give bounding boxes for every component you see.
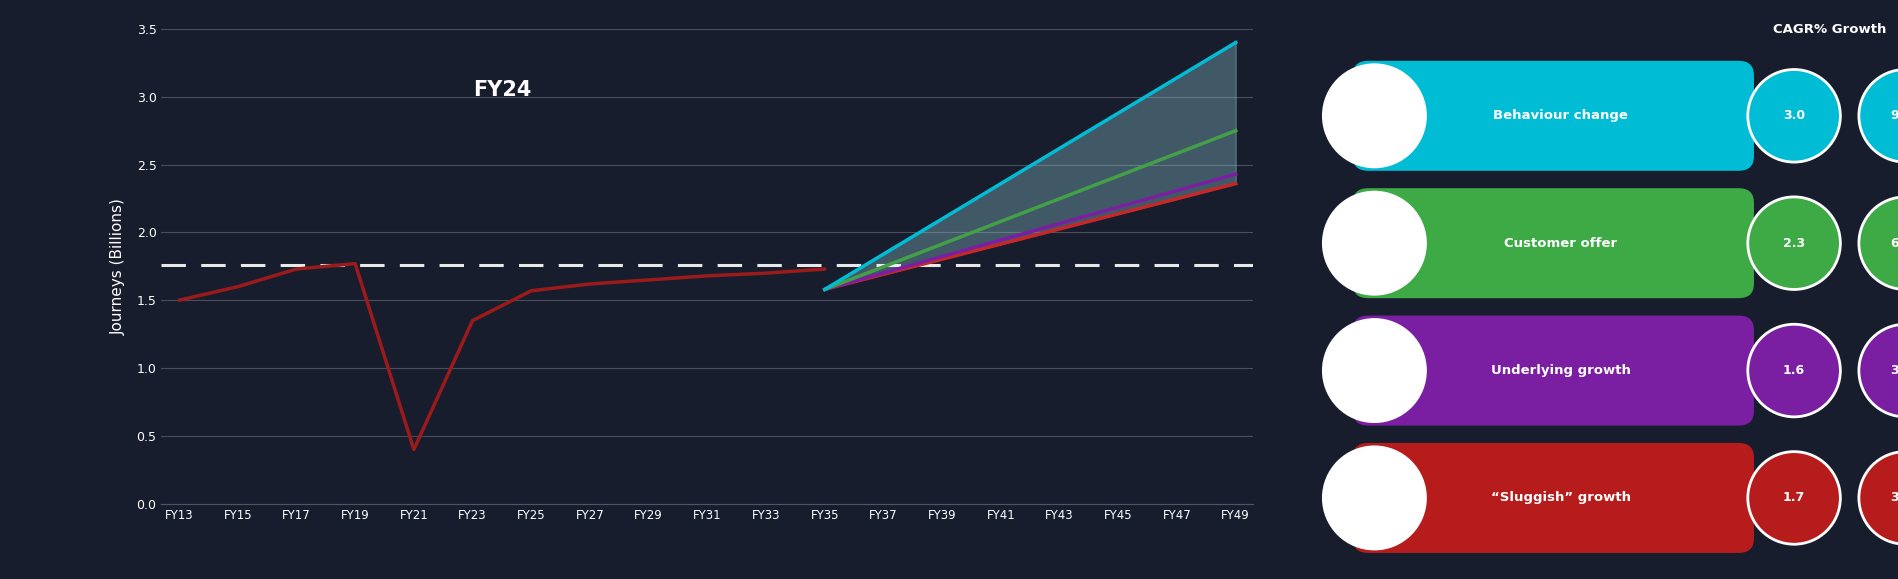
Text: 97%: 97%	[1889, 109, 1898, 122]
Ellipse shape	[1746, 324, 1839, 417]
Ellipse shape	[1858, 452, 1898, 544]
Ellipse shape	[1746, 197, 1839, 290]
Text: 63%: 63%	[1889, 237, 1898, 250]
Y-axis label: Journeys (Billions): Journeys (Billions)	[110, 198, 125, 335]
Ellipse shape	[1321, 190, 1425, 296]
FancyBboxPatch shape	[1351, 443, 1754, 553]
Text: 37%: 37%	[1889, 364, 1898, 377]
FancyBboxPatch shape	[1351, 188, 1754, 298]
Ellipse shape	[1858, 324, 1898, 417]
Text: 3.0: 3.0	[1782, 109, 1805, 122]
Text: 37%: 37%	[1889, 492, 1898, 504]
Text: Underlying growth: Underlying growth	[1490, 364, 1630, 377]
FancyBboxPatch shape	[1351, 316, 1754, 426]
Ellipse shape	[1858, 69, 1898, 162]
Text: Behaviour change: Behaviour change	[1492, 109, 1627, 122]
Text: FY24: FY24	[473, 80, 531, 100]
Ellipse shape	[1746, 69, 1839, 162]
Text: 2.3: 2.3	[1782, 237, 1805, 250]
Ellipse shape	[1858, 197, 1898, 290]
Ellipse shape	[1321, 445, 1425, 551]
Ellipse shape	[1746, 452, 1839, 544]
Text: “Sluggish” growth: “Sluggish” growth	[1490, 492, 1630, 504]
Text: 1.7: 1.7	[1782, 492, 1805, 504]
Text: Customer offer: Customer offer	[1503, 237, 1617, 250]
Text: CAGR% Growth: CAGR% Growth	[1773, 23, 1885, 36]
Ellipse shape	[1321, 63, 1425, 168]
FancyBboxPatch shape	[1351, 61, 1754, 171]
Ellipse shape	[1321, 318, 1425, 423]
Text: 1.6: 1.6	[1782, 364, 1805, 377]
